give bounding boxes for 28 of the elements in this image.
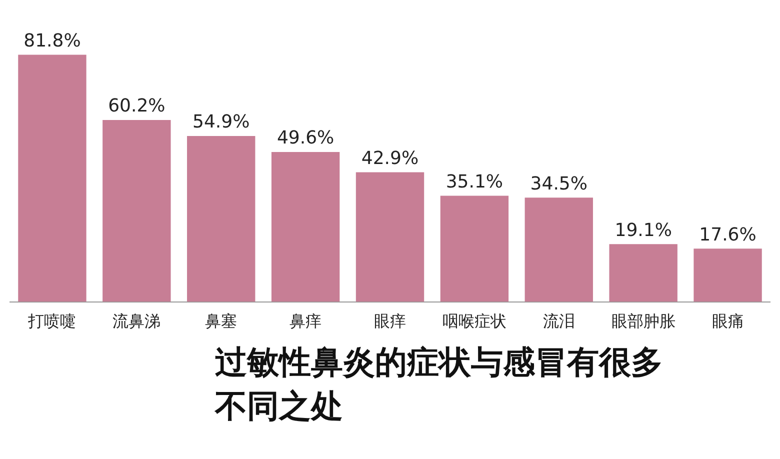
bar	[440, 196, 509, 302]
x-tick-label: 咽喉症状	[442, 312, 506, 331]
data-label: 49.6%	[276, 128, 334, 149]
x-tick-label: 眼痒	[374, 312, 406, 331]
x-tick-label: 眼部肿胀	[611, 312, 676, 331]
bar	[609, 244, 678, 302]
x-tick-label: 眼痛	[712, 312, 744, 331]
x-tick-label: 打喷嚏	[27, 312, 76, 331]
data-label: 34.5%	[530, 173, 588, 194]
x-tick-label: 鼻痒	[290, 312, 322, 331]
bar	[524, 198, 593, 302]
data-label: 42.9%	[361, 148, 419, 169]
bar	[102, 120, 171, 302]
data-label: 17.6%	[699, 224, 756, 246]
text: 过敏性鼻炎的症状与感冒有很多不同之处	[215, 342, 664, 427]
data-label: 35.1%	[446, 171, 504, 192]
data-label: 81.8%	[24, 30, 81, 52]
bar	[694, 248, 762, 302]
data-label: 60.2%	[108, 96, 166, 117]
bar	[356, 172, 424, 302]
bar	[271, 152, 340, 302]
data-label: 54.9%	[192, 112, 250, 133]
data-label: 19.1%	[614, 220, 672, 241]
x-tick-label: 流泪	[542, 312, 575, 331]
x-tick-label: 鼻塞	[205, 312, 238, 331]
bar	[187, 136, 256, 302]
x-tick-label: 流鼻涕	[112, 312, 161, 331]
bar	[18, 54, 86, 302]
